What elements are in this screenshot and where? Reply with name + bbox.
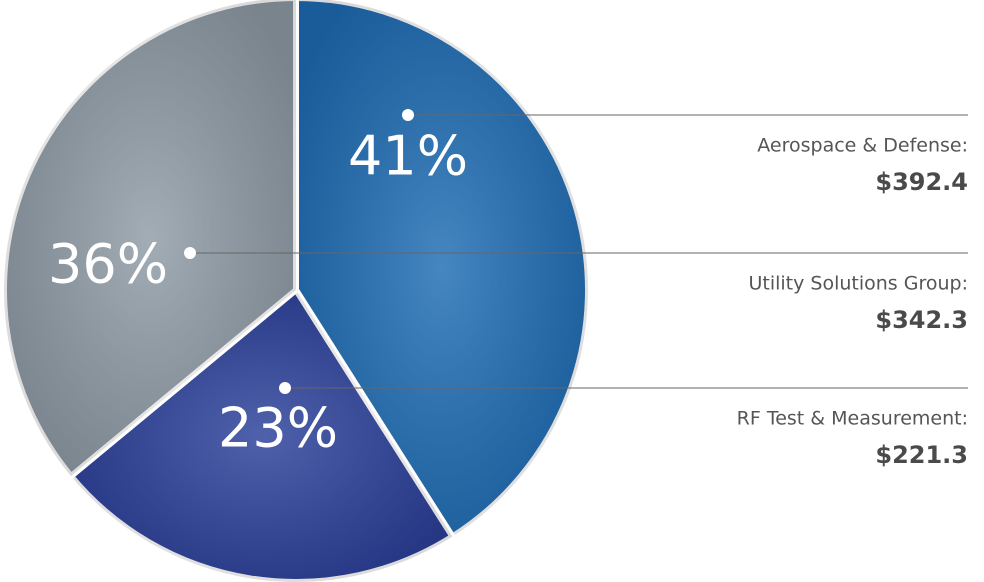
label-dot xyxy=(402,109,414,121)
percent-label: 41% xyxy=(348,125,468,188)
label-dot xyxy=(279,382,291,394)
label-dot xyxy=(184,247,196,259)
legend-name: Aerospace & Defense: xyxy=(757,135,968,157)
percent-label: 23% xyxy=(218,397,338,460)
legend-name: RF Test & Measurement: xyxy=(737,408,968,430)
legend-amount: $221.3 xyxy=(875,441,968,469)
legend-amount: $342.3 xyxy=(875,306,968,334)
chart: 41% Aerospace & Defense: $392.4 23% RF Test … xyxy=(0,0,984,582)
legend-amount: $392.4 xyxy=(875,168,968,196)
percent-label: 36% xyxy=(48,233,168,296)
legend-name: Utility Solutions Group: xyxy=(748,273,968,295)
